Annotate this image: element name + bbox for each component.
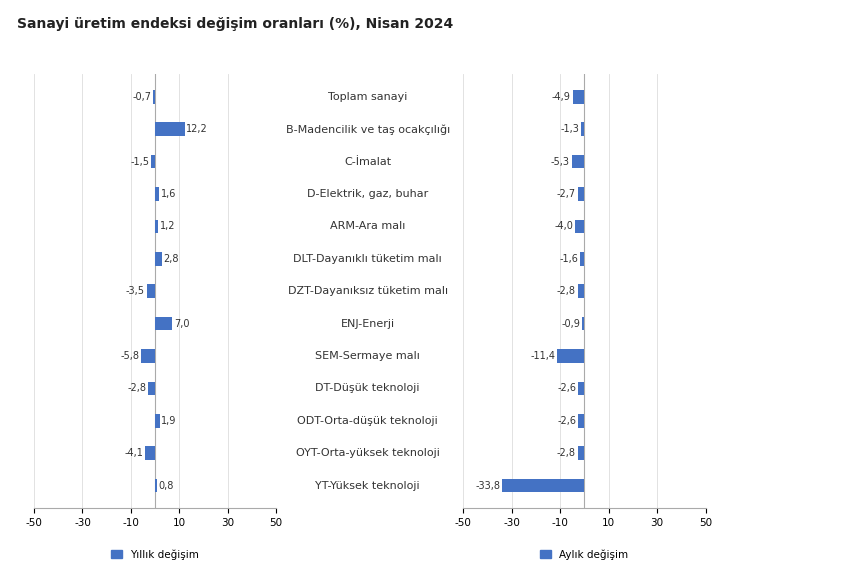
Text: -1,6: -1,6 — [560, 254, 579, 264]
Text: -2,8: -2,8 — [128, 383, 147, 393]
Text: Toplam sanayi: Toplam sanayi — [328, 92, 407, 102]
Bar — [502, 478, 585, 492]
Bar — [571, 155, 585, 168]
Text: -2,8: -2,8 — [557, 448, 576, 458]
Bar — [155, 317, 172, 331]
Bar — [149, 381, 155, 395]
Bar — [582, 317, 585, 331]
Bar — [578, 284, 585, 298]
Bar — [141, 349, 155, 363]
Text: -0,7: -0,7 — [133, 92, 152, 102]
Text: -5,8: -5,8 — [121, 351, 139, 361]
Bar — [151, 155, 155, 168]
Text: 1,9: 1,9 — [162, 416, 177, 426]
Bar — [573, 90, 585, 104]
Text: 7,0: 7,0 — [173, 319, 190, 328]
Text: -2,6: -2,6 — [558, 416, 576, 426]
Text: -5,3: -5,3 — [551, 156, 570, 167]
Text: DLT-Dayanıklı tüketim malı: DLT-Dayanıklı tüketim malı — [293, 254, 442, 264]
Text: -0,9: -0,9 — [562, 319, 581, 328]
Bar — [147, 284, 155, 298]
Text: -4,9: -4,9 — [552, 92, 571, 102]
Text: 0,8: 0,8 — [159, 481, 174, 490]
Text: -2,8: -2,8 — [557, 286, 576, 296]
Text: OYT-Orta-yüksek teknoloji: OYT-Orta-yüksek teknoloji — [296, 448, 439, 458]
Text: -4,0: -4,0 — [554, 222, 573, 231]
Text: ODT-Orta-düşük teknoloji: ODT-Orta-düşük teknoloji — [298, 416, 438, 426]
Text: ENJ-Enerji: ENJ-Enerji — [341, 319, 394, 328]
Text: DZT-Dayanıksız tüketim malı: DZT-Dayanıksız tüketim malı — [287, 286, 448, 296]
Bar — [557, 349, 585, 363]
Text: 2,8: 2,8 — [163, 254, 179, 264]
Bar — [581, 252, 585, 266]
Bar — [155, 414, 160, 428]
Text: B-Madencilik ve taş ocakçılığı: B-Madencilik ve taş ocakçılığı — [286, 124, 450, 135]
Legend: Aylık değişim: Aylık değişim — [536, 545, 632, 564]
Text: -4,1: -4,1 — [125, 448, 144, 458]
Bar — [578, 187, 585, 201]
Bar — [578, 447, 585, 460]
Bar — [145, 447, 155, 460]
Bar — [578, 381, 585, 395]
Bar — [155, 220, 158, 233]
Bar — [155, 478, 157, 492]
Text: 12,2: 12,2 — [186, 124, 208, 134]
Text: Sanayi üretim endeksi değişim oranları (%), Nisan 2024: Sanayi üretim endeksi değişim oranları (… — [17, 17, 453, 31]
Text: -3,5: -3,5 — [126, 286, 145, 296]
Text: 1,6: 1,6 — [161, 189, 176, 199]
Bar — [581, 123, 585, 136]
Text: SEM-Sermaye malı: SEM-Sermaye malı — [315, 351, 420, 361]
Bar — [155, 252, 162, 266]
Text: DT-Düşük teknoloji: DT-Düşük teknoloji — [315, 383, 420, 393]
Bar — [154, 90, 155, 104]
Text: C-İmalat: C-İmalat — [344, 156, 391, 167]
Text: -1,5: -1,5 — [131, 156, 150, 167]
Text: -1,3: -1,3 — [561, 124, 580, 134]
Text: D-Elektrik, gaz, buhar: D-Elektrik, gaz, buhar — [307, 189, 428, 199]
Text: 1,2: 1,2 — [160, 222, 175, 231]
Text: ARM-Ara malı: ARM-Ara malı — [330, 222, 405, 231]
Text: -33,8: -33,8 — [476, 481, 501, 490]
Text: -11,4: -11,4 — [530, 351, 555, 361]
Legend: Yıllık değişim: Yıllık değişim — [107, 545, 203, 564]
Bar — [155, 187, 159, 201]
Text: YT-Yüksek teknoloji: YT-Yüksek teknoloji — [315, 481, 420, 490]
Bar — [575, 220, 585, 233]
Bar — [578, 414, 585, 428]
Bar — [155, 123, 184, 136]
Text: -2,6: -2,6 — [558, 383, 576, 393]
Text: -2,7: -2,7 — [557, 189, 576, 199]
